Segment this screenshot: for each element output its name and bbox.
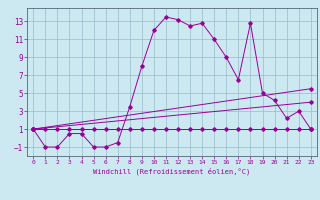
X-axis label: Windchill (Refroidissement éolien,°C): Windchill (Refroidissement éolien,°C): [93, 168, 251, 175]
